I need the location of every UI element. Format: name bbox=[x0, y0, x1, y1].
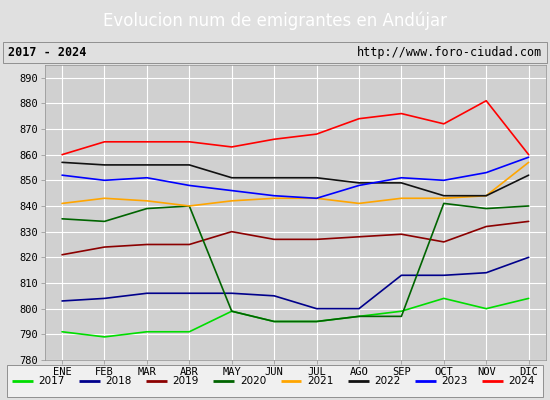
Text: Evolucion num de emigrantes en Andújar: Evolucion num de emigrantes en Andújar bbox=[103, 12, 447, 30]
Bar bbox=[7, 365, 543, 397]
Text: 2018: 2018 bbox=[106, 376, 132, 386]
Text: 2020: 2020 bbox=[240, 376, 266, 386]
Text: 2017 - 2024: 2017 - 2024 bbox=[8, 46, 87, 59]
Text: 2023: 2023 bbox=[441, 376, 468, 386]
Text: 2024: 2024 bbox=[508, 376, 535, 386]
Text: 2021: 2021 bbox=[307, 376, 333, 386]
Text: 2019: 2019 bbox=[173, 376, 199, 386]
Bar bbox=[3, 42, 547, 63]
Text: 2017: 2017 bbox=[39, 376, 65, 386]
Text: 2022: 2022 bbox=[374, 376, 400, 386]
Text: http://www.foro-ciudad.com: http://www.foro-ciudad.com bbox=[356, 46, 542, 59]
